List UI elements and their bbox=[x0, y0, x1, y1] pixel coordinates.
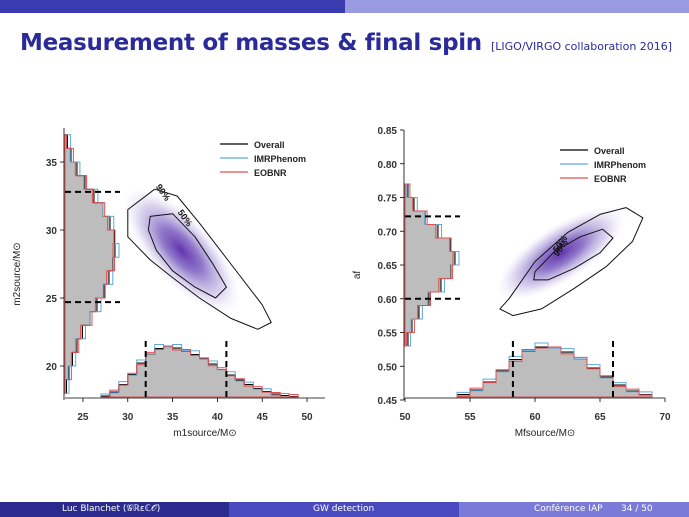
y-tick-label: 0.70 bbox=[378, 227, 398, 238]
x-tick-label: 50 bbox=[302, 412, 314, 423]
marginal-y-eobnr bbox=[64, 134, 116, 394]
x-tick-label: 50 bbox=[399, 412, 411, 423]
y-tick-label: 35 bbox=[46, 158, 58, 169]
density-cloud bbox=[122, 187, 241, 314]
marginal-x-eobnr bbox=[456, 346, 653, 398]
y-axis-label: af bbox=[352, 271, 363, 280]
contour-50pct bbox=[147, 213, 227, 299]
x-tick-label: 25 bbox=[77, 412, 89, 423]
x-tick-label: 55 bbox=[464, 412, 476, 423]
legend-label: Overall bbox=[594, 146, 625, 156]
footer-talk-section: GW detection bbox=[229, 502, 459, 517]
y-axis-label: m2source/M⊙ bbox=[12, 242, 23, 305]
density-cloud bbox=[496, 206, 626, 301]
mass-plane-panel: 25 30 35 40 45 50 20 25 30 35 m1source/M⊙ m2source/… bbox=[12, 128, 325, 439]
footer-bar: Luc Blanchet (𝒢ℝεℂ𝒪) GW detection Confér… bbox=[0, 502, 689, 517]
y-tick-label: 0.60 bbox=[378, 295, 398, 306]
legend: Overall IMRPhenom EOBNR bbox=[220, 140, 306, 178]
y-tick-label: 20 bbox=[46, 362, 58, 373]
footer-author: Luc Blanchet (𝒢ℝεℂ𝒪) bbox=[62, 504, 161, 514]
final-spin-panel: 50 55 60 65 70 0.45 0.50 0.55 0.60 0.65 0.70 0.75 0.… bbox=[352, 126, 671, 439]
top-bar-section bbox=[0, 0, 345, 13]
slide-title: Measurement of masses & final spin [LIGO… bbox=[20, 30, 672, 56]
y-tick-label: 25 bbox=[46, 294, 58, 305]
legend-label: IMRPhenom bbox=[254, 154, 306, 164]
y-tick-label: 0.75 bbox=[378, 194, 398, 205]
y-tick-label: 0.85 bbox=[378, 126, 398, 137]
legend-label: EOBNR bbox=[254, 168, 287, 178]
footer-venue-section: Conférence IAP 34 / 50 bbox=[459, 502, 689, 517]
top-progress-bar bbox=[0, 0, 689, 13]
legend: Overall IMRPhenom EOBNR bbox=[560, 146, 646, 184]
x-tick-label: 65 bbox=[594, 412, 606, 423]
contour-50pct bbox=[533, 228, 614, 281]
title-text: Measurement of masses & final spin bbox=[20, 30, 482, 56]
y-tick-label: 0.55 bbox=[378, 329, 398, 340]
marginal-x-eobnr bbox=[100, 345, 299, 398]
x-tick-label: 60 bbox=[529, 412, 541, 423]
x-axis-label: m1source/M⊙ bbox=[173, 428, 236, 439]
y-tick-label: 0.65 bbox=[378, 261, 398, 272]
marginal-y-overall bbox=[64, 134, 116, 394]
x-axis-label: Mfsource/M⊙ bbox=[515, 428, 576, 439]
x-tick-label: 35 bbox=[167, 412, 179, 423]
top-bar-subsection bbox=[345, 0, 689, 13]
marginal-x-overall bbox=[456, 346, 653, 398]
footer-talk: GW detection bbox=[313, 504, 375, 514]
legend-label: IMRPhenom bbox=[594, 160, 646, 170]
x-tick-label: 70 bbox=[659, 412, 671, 423]
footer-venue: Conférence IAP bbox=[534, 504, 603, 514]
y-tick-label: 0.80 bbox=[378, 160, 398, 171]
x-tick-label: 30 bbox=[122, 412, 134, 423]
x-tick-label: 40 bbox=[212, 412, 224, 423]
x-tick-label: 45 bbox=[257, 412, 269, 423]
citation: [LIGO/VIRGO collaboration 2016] bbox=[490, 40, 673, 53]
y-tick-label: 0.50 bbox=[378, 362, 398, 373]
legend-label: Overall bbox=[254, 140, 285, 150]
contour-90pct bbox=[499, 207, 644, 317]
footer-page: 34 / 50 bbox=[621, 504, 653, 514]
marginal-y-eobnr bbox=[404, 183, 454, 347]
legend-label: EOBNR bbox=[594, 174, 627, 184]
contour-90pct bbox=[127, 188, 272, 330]
marginal-x-imrphenom bbox=[100, 344, 299, 398]
y-tick-label: 30 bbox=[46, 226, 58, 237]
footer-author-section: Luc Blanchet (𝒢ℝεℂ𝒪) bbox=[0, 502, 229, 517]
y-tick-label: 0.45 bbox=[378, 396, 398, 407]
